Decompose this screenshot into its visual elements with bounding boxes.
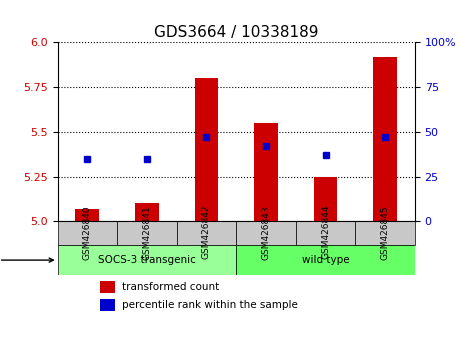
- Text: percentile rank within the sample: percentile rank within the sample: [122, 300, 298, 310]
- Bar: [100, 299, 115, 311]
- Bar: [76, 209, 99, 221]
- FancyBboxPatch shape: [236, 245, 415, 275]
- Text: GSM426844: GSM426844: [321, 205, 330, 259]
- Text: GSM426845: GSM426845: [381, 205, 390, 259]
- Bar: [135, 203, 159, 221]
- FancyBboxPatch shape: [117, 221, 177, 245]
- Text: GSM426840: GSM426840: [83, 205, 92, 259]
- Title: GDS3664 / 10338189: GDS3664 / 10338189: [154, 25, 319, 40]
- Text: wild type: wild type: [302, 255, 349, 265]
- Bar: [313, 177, 337, 221]
- Text: GSM426842: GSM426842: [202, 205, 211, 259]
- Text: SOCS-3 transgenic: SOCS-3 transgenic: [98, 255, 196, 265]
- Bar: [254, 123, 278, 221]
- FancyBboxPatch shape: [177, 221, 236, 245]
- Text: genotype/variation: genotype/variation: [0, 255, 53, 265]
- Bar: [100, 281, 115, 293]
- Text: GSM426841: GSM426841: [142, 205, 152, 259]
- FancyBboxPatch shape: [58, 221, 117, 245]
- FancyBboxPatch shape: [355, 221, 415, 245]
- Text: transformed count: transformed count: [122, 282, 219, 292]
- Bar: [373, 57, 397, 221]
- Bar: [195, 78, 219, 221]
- FancyBboxPatch shape: [58, 245, 236, 275]
- Text: GSM426843: GSM426843: [261, 205, 271, 259]
- FancyBboxPatch shape: [236, 221, 296, 245]
- FancyBboxPatch shape: [296, 221, 355, 245]
